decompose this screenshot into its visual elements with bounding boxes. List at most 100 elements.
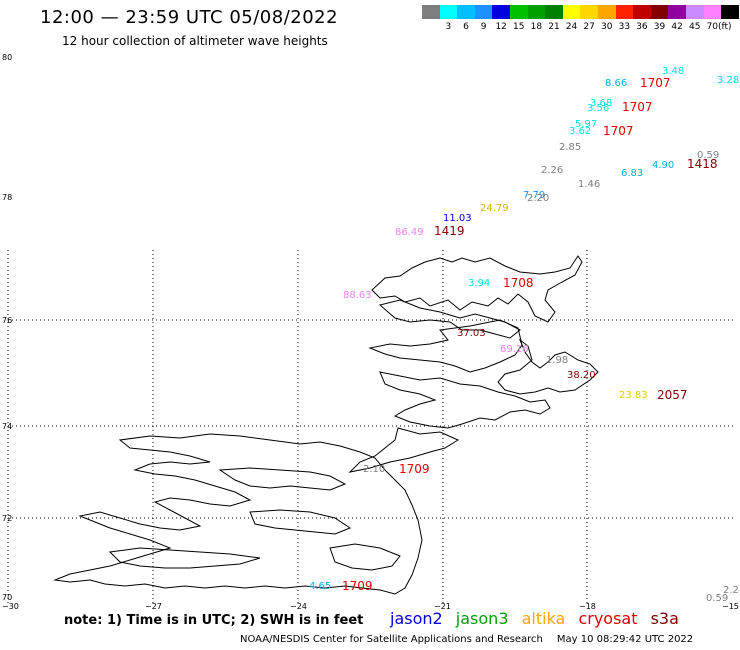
legend-color (562, 5, 581, 19)
swh-label: 3.48 (662, 66, 684, 77)
chart-title: 12:00 — 23:59 UTC 05/08/2022 (40, 7, 339, 28)
satellite-name: jason3 (455, 609, 509, 628)
lon-label: −27 (145, 602, 162, 611)
legend-color (492, 5, 510, 19)
legend-label: 33 (618, 22, 631, 32)
legend-label: 27 (583, 22, 595, 32)
lon-label: −21 (434, 602, 451, 611)
legend-label: 3 (445, 22, 452, 32)
lat-label: 72 (2, 514, 12, 523)
swh-label: 69.16 (500, 344, 529, 355)
pass-label: 1708 (503, 276, 534, 290)
generated-timestamp: May 10 08:29:42 UTC 2022 (556, 634, 694, 645)
legend-color (633, 5, 651, 19)
swh-label: 8.66 (605, 78, 627, 89)
legend-label: 45 (688, 22, 701, 32)
swh-label: 37.03 (457, 328, 486, 339)
legend-label: 30 (601, 22, 613, 32)
legend-unit: (ft) (718, 22, 732, 32)
swh-label: 2.20 (527, 193, 549, 204)
swh-label: 3.28 (717, 75, 739, 86)
swh-label: 1.46 (578, 179, 600, 190)
legend-swatch: 15 (509, 5, 528, 32)
lon-label: −15 (722, 602, 739, 611)
lat-labels: 80 78 76 74 72 70 (2, 53, 12, 602)
legend-color (509, 5, 528, 19)
legend-swatch: 45 (685, 5, 704, 32)
legend-swatch: 12 (492, 5, 510, 32)
legend-swatch: 21 (545, 5, 563, 32)
lon-label: −30 (2, 602, 19, 611)
legend-color (439, 5, 458, 19)
swh-label: 4.90 (652, 160, 674, 171)
graticule (7, 250, 735, 605)
legend-swatch: 39 (650, 5, 669, 32)
legend-color (615, 5, 634, 19)
lon-labels: −30 −27 −24 −21 −18 −15 (2, 602, 739, 611)
swh-label: 2.26 (541, 165, 563, 176)
swh-label: 5.97 (575, 119, 597, 130)
legend-swatch: 3 (439, 5, 458, 32)
legend-label: 39 (653, 22, 666, 32)
legend-color (685, 5, 704, 19)
pass-label: 1707 (603, 124, 634, 138)
legend-swatch: 24 (562, 5, 581, 32)
legend-color (650, 5, 669, 19)
legend-label: 70 (706, 22, 719, 32)
satellite-name: jason2 (390, 609, 443, 628)
legend-color (457, 5, 475, 19)
legend-color (597, 5, 616, 19)
legend-label: 15 (513, 22, 525, 32)
swh-label: 4.65 (309, 581, 331, 592)
legend-label: 24 (565, 22, 578, 32)
legend-label: 12 (495, 22, 507, 32)
swh-label: 11.03 (443, 213, 472, 224)
legend-color (668, 5, 686, 19)
legend-swatch: 70 (703, 5, 722, 32)
legend-color (474, 5, 493, 19)
satellite-name: s3a (650, 609, 679, 628)
chart-subtitle: 12 hour collection of altimeter wave hei… (62, 34, 328, 48)
legend-label: 36 (636, 22, 648, 32)
lon-label: −18 (579, 602, 596, 611)
coastline (53, 255, 599, 595)
swh-label: 86.49 (395, 227, 424, 238)
legend-color (703, 5, 722, 19)
pass-label: 1419 (434, 224, 465, 238)
legend-color (721, 5, 739, 19)
footer-note: note: 1) Time is in UTC; 2) SWH is in fe… (64, 613, 364, 628)
satellite-name: altika (521, 609, 566, 628)
swh-label: 0.59 (706, 593, 728, 604)
swh-label: 88.63 (343, 290, 372, 301)
legend-swatch: 42 (668, 5, 686, 32)
legend-color (580, 5, 598, 19)
pass-label: 1707 (622, 100, 653, 114)
legend-swatch: 30 (597, 5, 616, 32)
swh-label: 23.83 (619, 390, 648, 401)
swh-label: 3.56 (587, 103, 609, 114)
swh-label: 1.98 (546, 355, 568, 366)
satellite-legend: jason2 jason3 altika cryosat s3a (390, 609, 687, 628)
pass-label: 1709 (399, 462, 430, 476)
legend-swatch: 36 (633, 5, 651, 32)
legend-swatch: 6 (457, 5, 475, 32)
legend-swatch (422, 5, 440, 32)
lat-label: 76 (2, 316, 12, 325)
legend-swatch: 9 (474, 5, 493, 32)
legend-color (422, 5, 440, 19)
pass-label: 2057 (657, 388, 688, 402)
swh-label: 3.62 (569, 126, 591, 137)
color-legend: 3 6 9 12 15 18 21 24 27 30 33 36 39 42 4… (422, 5, 739, 32)
observations: 3.48 3.28 8.66 1707 3.68 3.56 1707 5.97 … (309, 66, 739, 604)
swh-label: 7.79 (523, 190, 545, 201)
lat-label: 70 (2, 593, 12, 602)
legend-label: 9 (480, 22, 487, 32)
legend-swatch (721, 5, 739, 32)
swh-label: 6.83 (621, 168, 643, 179)
credit-line: NOAA/NESDIS Center for Satellite Applica… (240, 634, 693, 645)
legend-label: 42 (671, 22, 683, 32)
swh-label: 38.20 (567, 370, 596, 381)
legend-label: 18 (530, 22, 543, 32)
lat-label: 74 (2, 422, 12, 431)
